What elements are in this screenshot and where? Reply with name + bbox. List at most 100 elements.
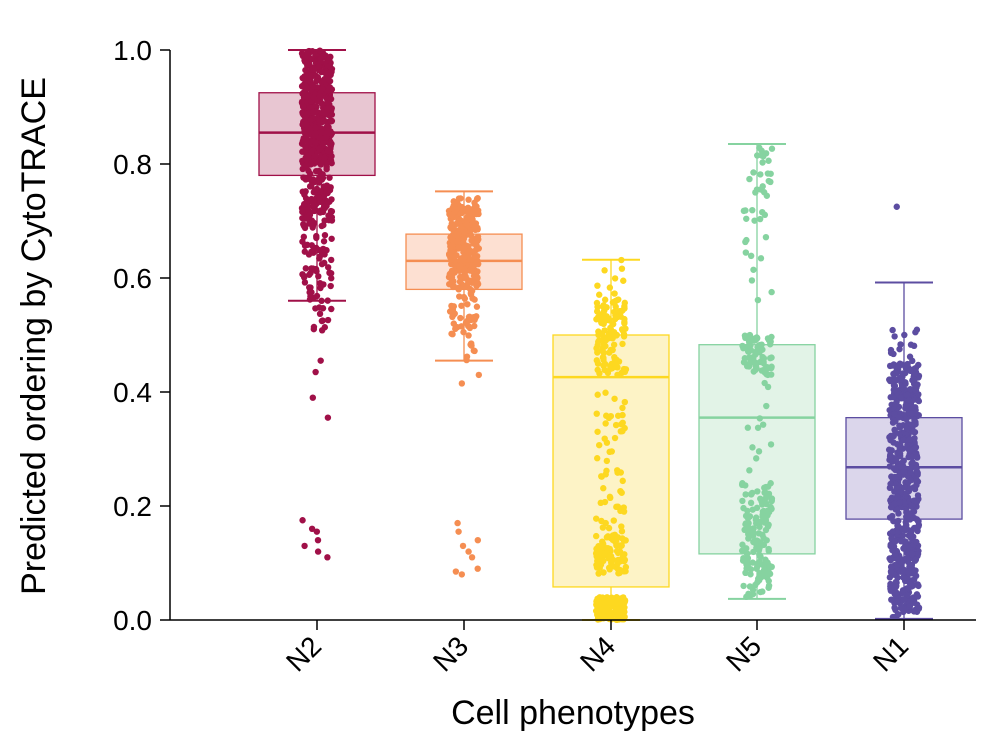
data-point — [620, 333, 628, 340]
data-point — [907, 469, 914, 476]
data-point — [457, 210, 465, 217]
data-point — [896, 499, 903, 506]
data-point — [608, 448, 615, 455]
data-point — [885, 446, 893, 453]
data-point — [765, 157, 772, 164]
data-point — [761, 369, 769, 376]
data-point — [892, 429, 899, 436]
data-point — [739, 480, 746, 487]
data-point — [887, 542, 894, 550]
data-point — [743, 550, 751, 557]
data-point — [300, 89, 308, 96]
data-point — [900, 468, 908, 475]
y-axis-title: Predicted ordering by CytoTRACE — [15, 77, 53, 595]
data-point — [314, 537, 322, 544]
data-point — [327, 282, 334, 290]
boxes-layer — [259, 49, 962, 621]
data-point — [889, 326, 896, 334]
data-point — [457, 273, 464, 281]
data-point — [303, 133, 310, 140]
data-point — [310, 219, 318, 227]
data-point — [303, 156, 310, 164]
data-point — [899, 532, 907, 539]
data-point — [747, 334, 754, 341]
data-point — [759, 501, 766, 508]
data-point — [598, 606, 605, 613]
data-point — [327, 256, 335, 264]
data-point — [915, 391, 922, 398]
data-point — [463, 353, 471, 360]
data-point — [615, 570, 622, 577]
data-point — [313, 234, 320, 242]
data-point — [319, 245, 327, 253]
data-point — [464, 301, 471, 308]
data-point — [889, 528, 896, 535]
data-point — [909, 357, 916, 365]
data-point — [740, 345, 747, 352]
data-point — [596, 441, 603, 449]
data-point — [621, 398, 629, 406]
data-point — [594, 391, 601, 398]
data-point — [448, 330, 455, 337]
data-point — [611, 275, 619, 282]
data-point — [310, 65, 317, 73]
data-point — [914, 469, 921, 477]
data-point — [742, 249, 750, 256]
data-point — [763, 570, 770, 577]
data-point — [457, 262, 464, 270]
data-point — [893, 370, 900, 377]
data-point — [318, 327, 326, 334]
data-point — [325, 104, 332, 112]
data-point — [901, 484, 908, 491]
data-point — [616, 307, 623, 315]
data-point — [617, 487, 624, 495]
data-point — [898, 376, 905, 383]
data-point — [598, 473, 605, 480]
data-point — [896, 422, 903, 429]
data-point — [326, 84, 334, 91]
data-point — [611, 395, 618, 402]
data-point — [747, 347, 755, 354]
data-point — [307, 161, 314, 168]
data-point — [887, 480, 894, 488]
data-point — [759, 159, 766, 166]
data-point — [318, 100, 326, 107]
data-point — [767, 441, 775, 448]
data-point — [600, 485, 607, 492]
data-point — [325, 57, 332, 64]
data-point — [474, 195, 481, 202]
data-point — [755, 530, 763, 537]
data-point — [906, 436, 914, 443]
data-point — [894, 528, 901, 536]
data-point — [891, 410, 898, 418]
data-point — [454, 218, 462, 226]
data-point — [891, 382, 899, 390]
data-point — [746, 359, 754, 366]
data-point — [298, 83, 306, 90]
data-point — [465, 279, 472, 286]
data-point — [766, 562, 773, 570]
data-point — [914, 492, 922, 499]
data-point — [593, 601, 600, 608]
data-point — [915, 397, 923, 405]
data-point — [475, 371, 483, 379]
data-point — [755, 559, 762, 567]
data-point — [304, 52, 311, 60]
data-point — [594, 282, 601, 289]
data-point — [300, 221, 307, 228]
data-point — [603, 412, 610, 419]
data-point — [603, 534, 611, 541]
data-point — [324, 414, 332, 421]
data-point — [449, 277, 456, 284]
data-point — [305, 175, 312, 182]
data-point — [897, 538, 905, 545]
data-point — [607, 494, 614, 502]
data-point — [620, 277, 627, 284]
data-point — [309, 81, 317, 89]
data-point — [749, 354, 756, 361]
data-point — [313, 528, 321, 535]
data-point — [914, 550, 922, 558]
data-point — [618, 265, 626, 272]
data-point — [612, 606, 620, 613]
data-point — [300, 274, 308, 281]
